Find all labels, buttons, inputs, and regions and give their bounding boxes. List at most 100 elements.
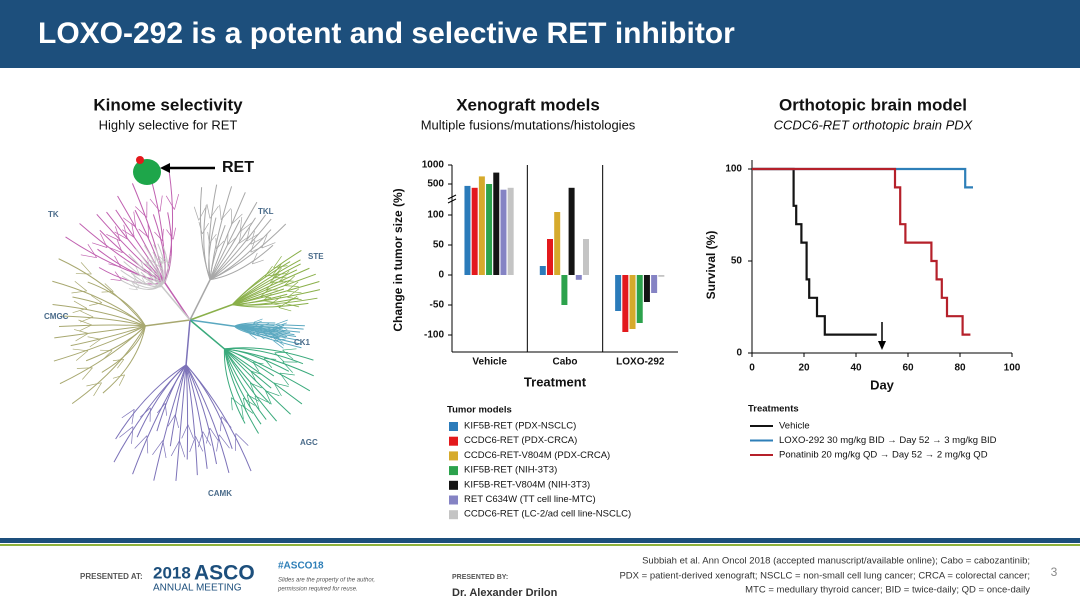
tree-twig (92, 242, 108, 248)
tree-twig (91, 295, 103, 304)
tree-twig (252, 259, 264, 265)
tree-branch (143, 245, 162, 286)
tree-twig (140, 261, 145, 271)
tree-twig (80, 316, 94, 323)
tree-twig (215, 237, 217, 249)
tree-twig (273, 335, 287, 339)
tree-branch (54, 325, 146, 339)
tree-twig (155, 263, 163, 270)
tree-branch (175, 364, 187, 481)
tree-twig (227, 236, 237, 246)
tree-twig (220, 416, 223, 432)
tree-twig (263, 358, 273, 368)
ret-dot (136, 156, 144, 164)
panel-subtitle: CCDC6-RET orthotopic brain PDX (774, 117, 974, 132)
tree-twig (218, 434, 230, 449)
tree-twig (246, 394, 260, 402)
legend-swatch (449, 466, 458, 476)
tree-branch (115, 364, 187, 440)
panel-title: Orthotopic brain model (779, 95, 967, 114)
tree-twig (220, 208, 232, 221)
tree-twig (286, 281, 299, 292)
tree-twig (221, 416, 232, 428)
tree-twig (104, 283, 114, 292)
tree-twig (112, 374, 125, 379)
tree-twig (260, 289, 269, 297)
tree-twig (253, 320, 262, 325)
tree-branch (189, 279, 211, 321)
kinase-group-label: TK (48, 210, 59, 219)
legend-swatch (449, 451, 458, 461)
tree-twig (181, 424, 189, 439)
tree-twig (114, 231, 128, 240)
tree-twig (131, 223, 135, 238)
y-tick-label: -100 (424, 330, 444, 341)
tree-twig (282, 361, 293, 373)
tree-branch (85, 325, 146, 362)
tree-twig (103, 350, 113, 360)
tree-twig (76, 367, 93, 369)
tree-twig (264, 265, 273, 277)
tree-branch (58, 324, 146, 328)
tree-twig (265, 281, 275, 290)
tree-twig (287, 288, 300, 298)
tree-twig (80, 254, 97, 259)
tree-twig (272, 267, 282, 279)
tree-branch (209, 201, 258, 281)
legend-swatch (449, 480, 458, 490)
tree-branch (115, 209, 166, 283)
kinase-group-label: AGC (300, 438, 318, 447)
tree-twig (93, 382, 102, 397)
tree-twig (279, 372, 295, 376)
tree-twig (209, 427, 219, 442)
tree-twig (254, 395, 260, 410)
tree-twig (272, 273, 287, 276)
x-tick-label: 60 (902, 363, 914, 374)
tree-twig (259, 323, 270, 327)
y-tick-label: 0 (736, 348, 742, 359)
tree-twig (231, 213, 243, 225)
tree-branch (209, 192, 246, 280)
axis-break (447, 198, 457, 204)
tree-twig (209, 206, 219, 219)
tree-twig (73, 329, 89, 334)
tree-twig (246, 227, 251, 242)
tree-branch (169, 364, 187, 447)
tree-twig (202, 431, 212, 446)
tree-branch (52, 304, 146, 327)
tree-twig (138, 228, 150, 238)
bar (622, 275, 629, 332)
header-bar (0, 0, 1080, 68)
tree-twig (271, 296, 282, 304)
bar (471, 187, 478, 275)
bar (493, 172, 500, 275)
panel-subtitle: Highly selective for RET (99, 117, 238, 132)
tree-branch (224, 348, 304, 365)
tree-twig (193, 206, 200, 221)
tree-branch (232, 273, 316, 306)
tree-twig (241, 405, 244, 420)
tree-twig (135, 267, 141, 277)
x-tick-label: 40 (850, 363, 862, 374)
tree-twig (131, 426, 134, 444)
tree-twig (152, 279, 160, 284)
tree-twig (273, 382, 282, 397)
legend-title: Tumor models (447, 405, 512, 416)
legend-label: CCDC6-RET-V804M (PDX-CRCA) (464, 450, 610, 461)
tree-twig (231, 397, 242, 406)
tree-twig (265, 390, 280, 397)
tree-twig (130, 285, 140, 288)
ret-label: RET (222, 159, 254, 176)
tree-twig (207, 231, 210, 244)
tree-branch (231, 261, 291, 305)
legend-swatch (449, 422, 458, 431)
x-axis-title: Day (870, 377, 895, 392)
tree-twig (154, 231, 163, 242)
tree-twig (87, 244, 97, 258)
tree-branch (149, 175, 166, 283)
tree-twig (128, 288, 138, 291)
y-tick-label: 1000 (422, 160, 445, 171)
bar (464, 185, 471, 275)
tree-branch (120, 269, 162, 287)
tree-twig (250, 370, 257, 382)
